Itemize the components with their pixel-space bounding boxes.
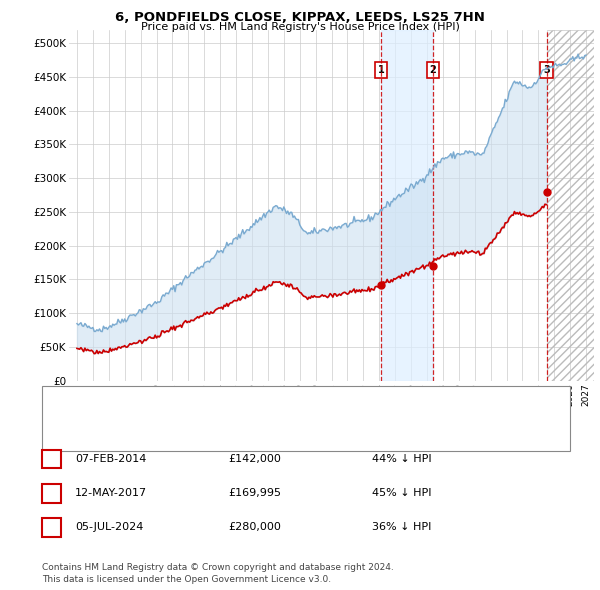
Text: 1: 1 <box>48 454 55 464</box>
Text: 1: 1 <box>377 65 384 75</box>
Text: 2: 2 <box>430 65 436 75</box>
Text: £169,995: £169,995 <box>228 489 281 498</box>
Text: 45% ↓ HPI: 45% ↓ HPI <box>372 489 431 498</box>
Text: 6, PONDFIELDS CLOSE, KIPPAX, LEEDS, LS25 7HN: 6, PONDFIELDS CLOSE, KIPPAX, LEEDS, LS25… <box>115 11 485 24</box>
Text: 2: 2 <box>48 489 55 498</box>
Text: Price paid vs. HM Land Registry's House Price Index (HPI): Price paid vs. HM Land Registry's House … <box>140 22 460 32</box>
Text: HPI: Average price, detached house, Leeds: HPI: Average price, detached house, Leed… <box>88 430 311 440</box>
Text: £280,000: £280,000 <box>228 523 281 532</box>
Text: 36% ↓ HPI: 36% ↓ HPI <box>372 523 431 532</box>
Text: 3: 3 <box>543 65 550 75</box>
Text: 6, PONDFIELDS CLOSE, KIPPAX, LEEDS, LS25 7HN (detached house): 6, PONDFIELDS CLOSE, KIPPAX, LEEDS, LS25… <box>88 399 440 409</box>
Text: 44% ↓ HPI: 44% ↓ HPI <box>372 454 431 464</box>
Text: Contains HM Land Registry data © Crown copyright and database right 2024.: Contains HM Land Registry data © Crown c… <box>42 563 394 572</box>
Text: 05-JUL-2024: 05-JUL-2024 <box>75 523 143 532</box>
Text: 07-FEB-2014: 07-FEB-2014 <box>75 454 146 464</box>
Text: This data is licensed under the Open Government Licence v3.0.: This data is licensed under the Open Gov… <box>42 575 331 584</box>
Text: 3: 3 <box>48 523 55 532</box>
Bar <box>381 30 433 381</box>
Text: £142,000: £142,000 <box>228 454 281 464</box>
Text: 12-MAY-2017: 12-MAY-2017 <box>75 489 147 498</box>
